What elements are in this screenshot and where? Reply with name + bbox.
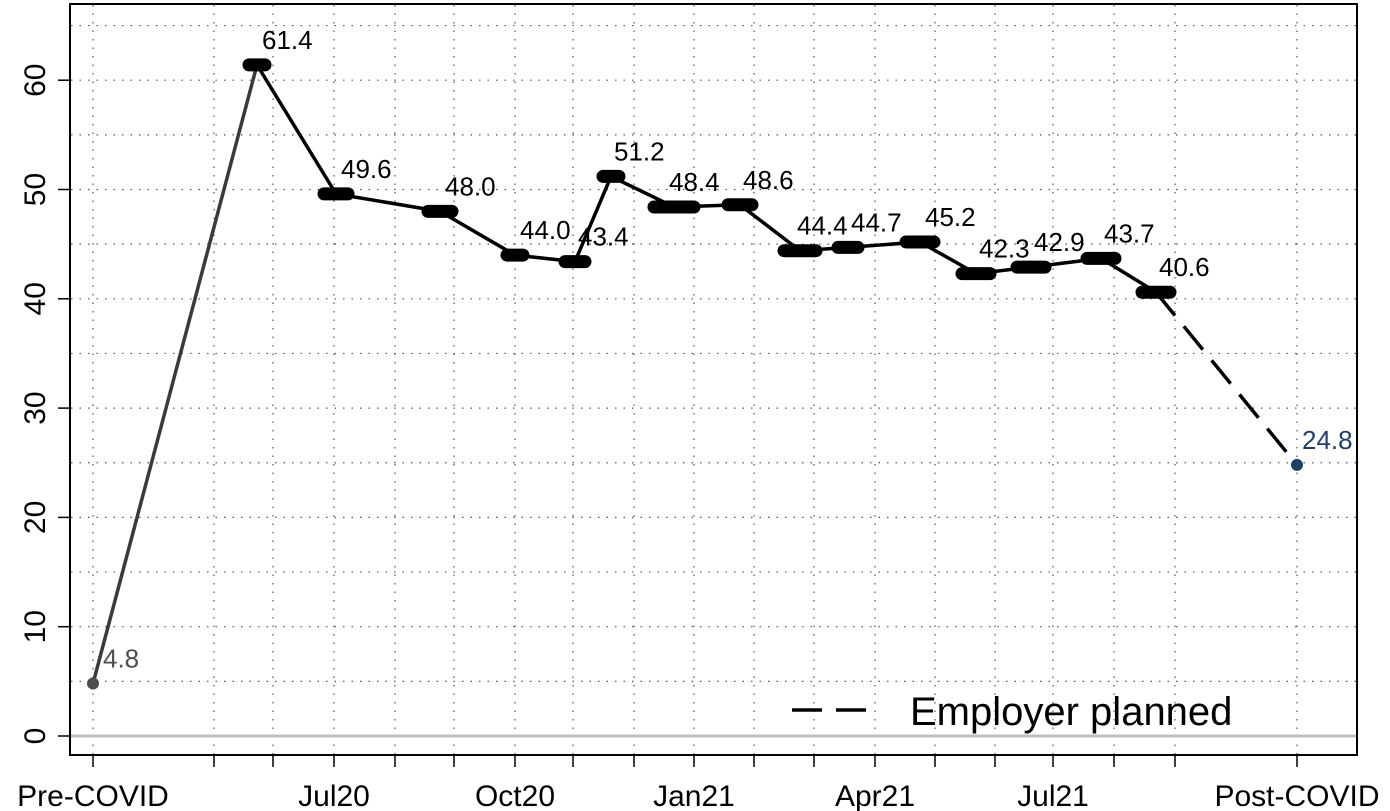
axes: 0 10 20 30 40 50 60 Pre-COVID Jul20 Oct20 Jan21 Apr…	[17, 64, 1379, 811]
data-label: 44.4	[797, 211, 848, 241]
data-label: 42.9	[1034, 227, 1085, 257]
x-tick-label: Jan21	[653, 780, 735, 811]
data-label: 61.4	[262, 25, 313, 55]
y-tick-label: 0	[19, 728, 52, 745]
legend-label: Employer planned	[910, 690, 1232, 734]
data-label: 43.4	[578, 222, 629, 252]
x-tick-label: Jul20	[298, 780, 370, 811]
grid-lines	[71, 5, 1356, 754]
data-label: 43.7	[1104, 218, 1155, 248]
employer-planned-segment	[1154, 291, 1299, 467]
data-label: 44.7	[851, 207, 902, 237]
x-tick-label: Oct20	[475, 780, 555, 811]
data-label: 4.8	[103, 644, 139, 674]
data-label: 44.0	[520, 215, 571, 245]
x-tick-label: Post-COVID	[1214, 780, 1379, 811]
y-tick-label: 10	[19, 610, 52, 643]
plot-frame	[69, 3, 1358, 756]
series-lines	[91, 63, 1299, 684]
x-tick-label: Pre-COVID	[17, 780, 169, 811]
data-point	[1291, 458, 1303, 471]
legend: Employer planned	[792, 690, 1232, 734]
data-point	[87, 677, 99, 690]
data-label: 51.2	[614, 136, 665, 166]
y-tick-label: 50	[19, 173, 52, 206]
data-label: 49.6	[341, 154, 392, 184]
data-label: 24.8	[1302, 425, 1353, 455]
y-tick-label: 40	[19, 282, 52, 315]
data-labels: 4.861.449.648.044.0 43.451.248.4 48.644.4 4…	[103, 25, 1353, 674]
y-tick-label: 60	[19, 64, 52, 97]
pre-covid-segment	[91, 64, 259, 684]
data-label: 45.2	[925, 202, 976, 232]
y-tick-label: 30	[19, 391, 52, 424]
data-label: 48.4	[669, 167, 720, 197]
data-label: 42.3	[979, 234, 1030, 264]
x-tick-label: Apr21	[835, 780, 915, 811]
y-tick-label: 20	[19, 501, 52, 534]
data-label: 48.6	[743, 165, 794, 195]
data-points	[87, 58, 1303, 690]
data-label: 40.6	[1159, 252, 1210, 282]
x-tick-label: Jul21	[1017, 780, 1089, 811]
data-label: 48.0	[445, 171, 496, 201]
